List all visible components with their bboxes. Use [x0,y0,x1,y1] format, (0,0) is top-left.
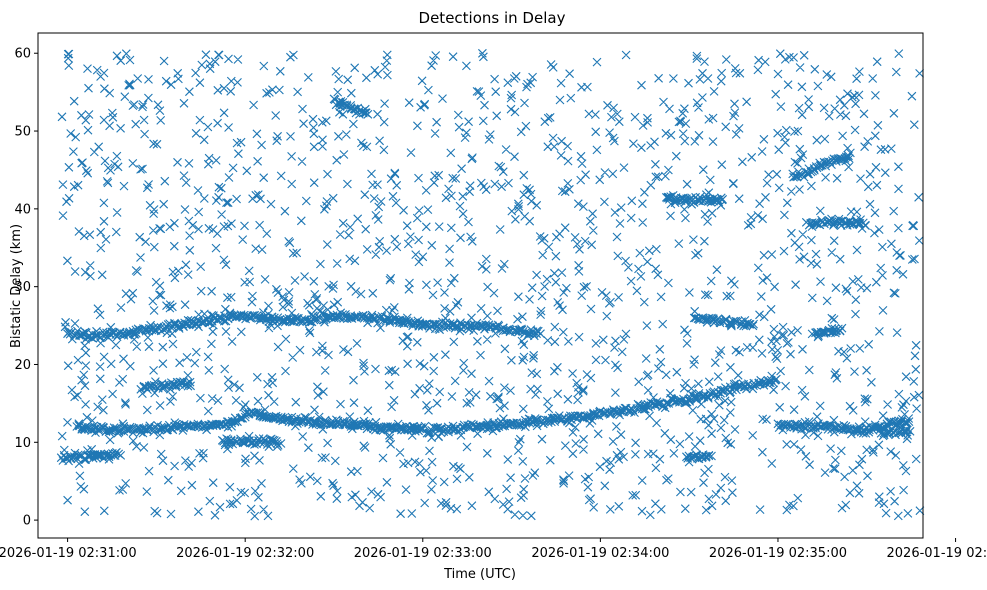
x-axis: 2026-01-19 02:31:00 2026-01-19 02:32:00 20… [0,538,987,561]
x-tick-label: 2026-01-19 02:32:00 [176,546,314,561]
y-tick-label: 0 [23,514,31,529]
x-tick-label: 2026-01-19 02:31:00 [0,546,137,561]
x-tick-label: 2026-01-19 02:33:00 [354,546,492,561]
x-tick-label: 2026-01-19 02:34:00 [531,546,669,561]
y-tick-label: 20 [14,358,31,373]
detections-series [56,48,925,521]
y-tick-label: 30 [14,280,31,295]
detection-markers [56,48,925,521]
y-tick-label: 10 [14,436,31,451]
chart-title: Detections in Delay [419,9,566,27]
y-axis-label: Bistatic Delay (km) [9,224,24,348]
y-axis: 0 10 20 30 40 50 60 [14,47,38,529]
y-tick-label: 40 [14,202,31,217]
x-tick-label: 2026-01-19 02:35:00 [709,546,847,561]
x-tick-label: 2026-01-19 02:36:00 [887,546,987,561]
x-axis-label: Time (UTC) [443,567,516,582]
y-tick-label: 50 [14,125,31,140]
y-tick-label: 60 [14,47,31,62]
plot-frame [37,32,924,539]
